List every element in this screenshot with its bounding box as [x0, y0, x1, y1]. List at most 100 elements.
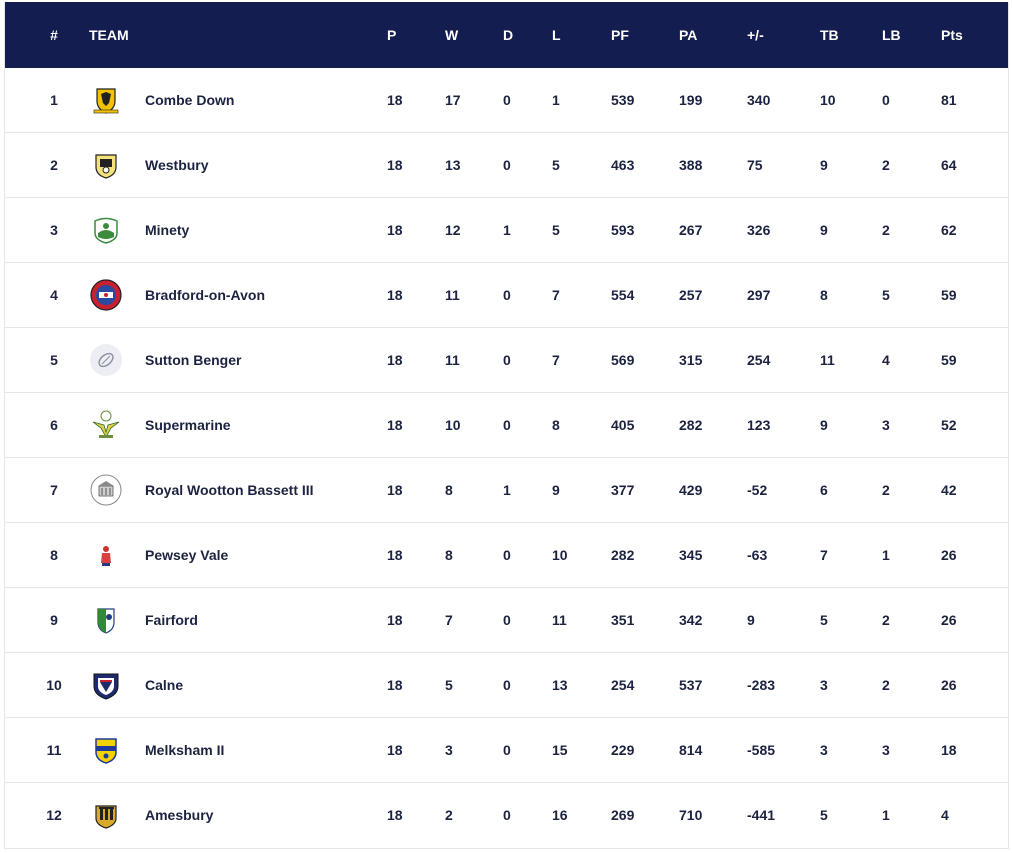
- figure-red-small-icon: [89, 538, 123, 572]
- position-cell: 10: [46, 677, 62, 693]
- try-bonus-cell: 9: [820, 157, 828, 173]
- points-cell: 26: [941, 547, 957, 563]
- team-name-cell[interactable]: Minety: [145, 222, 190, 238]
- points-for-cell: 593: [611, 222, 635, 238]
- team-name-cell[interactable]: Melksham II: [145, 742, 225, 758]
- points-cell: 42: [941, 482, 957, 498]
- drawn-cell: 0: [503, 417, 511, 433]
- points-against-cell: 814: [679, 742, 703, 758]
- team-name-cell[interactable]: Sutton Benger: [145, 352, 242, 368]
- position-cell: 12: [46, 807, 62, 823]
- points-against-cell: 315: [679, 352, 703, 368]
- losing-bonus-cell: 2: [882, 157, 890, 173]
- team-name-cell[interactable]: Combe Down: [145, 92, 235, 108]
- crest-grey-building-icon: [89, 473, 123, 507]
- lost-cell: 8: [552, 417, 560, 433]
- won-cell: 17: [445, 92, 461, 108]
- points-for-cell: 254: [611, 677, 635, 693]
- try-bonus-cell: 7: [820, 547, 828, 563]
- position-cell: 6: [50, 417, 58, 433]
- header-lost[interactable]: L: [552, 27, 561, 43]
- points-cell: 64: [941, 157, 957, 173]
- points-for-cell: 405: [611, 417, 635, 433]
- table-row: 3 Minety 18 12 1 5 593 267 326 9 2 62: [5, 198, 1008, 263]
- points-against-cell: 342: [679, 612, 703, 628]
- lost-cell: 13: [552, 677, 568, 693]
- position-cell: 3: [50, 222, 58, 238]
- header-try-bonus[interactable]: TB: [820, 27, 839, 43]
- team-name-cell[interactable]: Pewsey Vale: [145, 547, 229, 563]
- losing-bonus-cell: 1: [882, 547, 890, 563]
- difference-cell: 9: [747, 612, 755, 628]
- team-name-cell[interactable]: Fairford: [145, 612, 198, 628]
- won-cell: 10: [445, 417, 461, 433]
- drawn-cell: 0: [503, 612, 511, 628]
- drawn-cell: 0: [503, 677, 511, 693]
- won-cell: 8: [445, 547, 453, 563]
- try-bonus-cell: 3: [820, 742, 828, 758]
- try-bonus-cell: 8: [820, 287, 828, 303]
- team-name-cell[interactable]: Supermarine: [145, 417, 231, 433]
- position-cell: 1: [50, 92, 58, 108]
- table-row: 7 Royal Wootton Bassett III 18 8 1 9 377 429 -52…: [5, 458, 1008, 523]
- difference-cell: 326: [747, 222, 771, 238]
- losing-bonus-cell: 0: [882, 92, 890, 108]
- difference-cell: -585: [747, 742, 776, 758]
- won-cell: 11: [445, 287, 460, 303]
- header-played[interactable]: P: [387, 27, 397, 43]
- losing-bonus-cell: 1: [882, 807, 890, 823]
- team-name-cell[interactable]: Royal Wootton Bassett III: [145, 482, 314, 498]
- table-row: 11 Melksham II 18 3 0 15 229 814 -585 3 3 18: [5, 718, 1008, 783]
- table-row: 6 Supermarine 18 10 0 8 405 282 123 9 3 52: [5, 393, 1008, 458]
- position-cell: 9: [50, 612, 58, 628]
- lost-cell: 15: [552, 742, 568, 758]
- points-cell: 18: [941, 742, 957, 758]
- points-cell: 26: [941, 612, 957, 628]
- table-row: 4 Bradford-on-Avon 18 11 0 7 554 257 297 8 5 59: [5, 263, 1008, 328]
- difference-cell: 297: [747, 287, 771, 303]
- badge-red-blue-round-icon: [89, 278, 123, 312]
- header-won[interactable]: W: [445, 27, 459, 43]
- try-bonus-cell: 11: [820, 352, 835, 368]
- header-points[interactable]: Pts: [941, 27, 963, 43]
- table-row: 1 Combe Down 18 17 0 1 539 199 340 10 0 81: [5, 68, 1008, 133]
- won-cell: 13: [445, 157, 461, 173]
- header-difference[interactable]: +/-: [747, 27, 764, 43]
- team-name-cell[interactable]: Bradford-on-Avon: [145, 287, 266, 303]
- points-against-cell: 537: [679, 677, 703, 693]
- played-cell: 18: [387, 222, 403, 238]
- played-cell: 18: [387, 742, 403, 758]
- drawn-cell: 1: [503, 482, 511, 498]
- try-bonus-cell: 3: [820, 677, 828, 693]
- losing-bonus-cell: 3: [882, 742, 890, 758]
- points-cell: 52: [941, 417, 957, 433]
- losing-bonus-cell: 2: [882, 612, 890, 628]
- crest-gold-black-building-icon: [89, 798, 123, 832]
- drawn-cell: 0: [503, 807, 511, 823]
- header-points-against[interactable]: PA: [679, 27, 698, 43]
- header-position[interactable]: #: [50, 27, 58, 43]
- points-cell: 59: [941, 352, 957, 368]
- losing-bonus-cell: 2: [882, 222, 890, 238]
- header-losing-bonus[interactable]: LB: [882, 27, 901, 43]
- played-cell: 18: [387, 482, 403, 498]
- team-name-cell[interactable]: Westbury: [145, 157, 209, 173]
- points-for-cell: 463: [611, 157, 635, 173]
- try-bonus-cell: 5: [820, 612, 828, 628]
- points-for-cell: 269: [611, 807, 635, 823]
- table-row: 12 Amesbury 18 2 0 16 269 710 -441 5 1 4: [5, 783, 1008, 848]
- lost-cell: 10: [552, 547, 568, 563]
- header-points-for[interactable]: PF: [611, 27, 629, 43]
- won-cell: 5: [445, 677, 453, 693]
- team-name-cell[interactable]: Amesbury: [145, 807, 214, 823]
- team-name-cell[interactable]: Calne: [145, 677, 184, 693]
- header-team[interactable]: TEAM: [89, 27, 129, 43]
- points-against-cell: 710: [679, 807, 703, 823]
- played-cell: 18: [387, 417, 403, 433]
- position-cell: 11: [46, 742, 62, 758]
- played-cell: 18: [387, 92, 403, 108]
- position-cell: 2: [50, 157, 58, 173]
- played-cell: 18: [387, 157, 403, 173]
- lost-cell: 11: [552, 612, 567, 628]
- header-drawn[interactable]: D: [503, 27, 514, 43]
